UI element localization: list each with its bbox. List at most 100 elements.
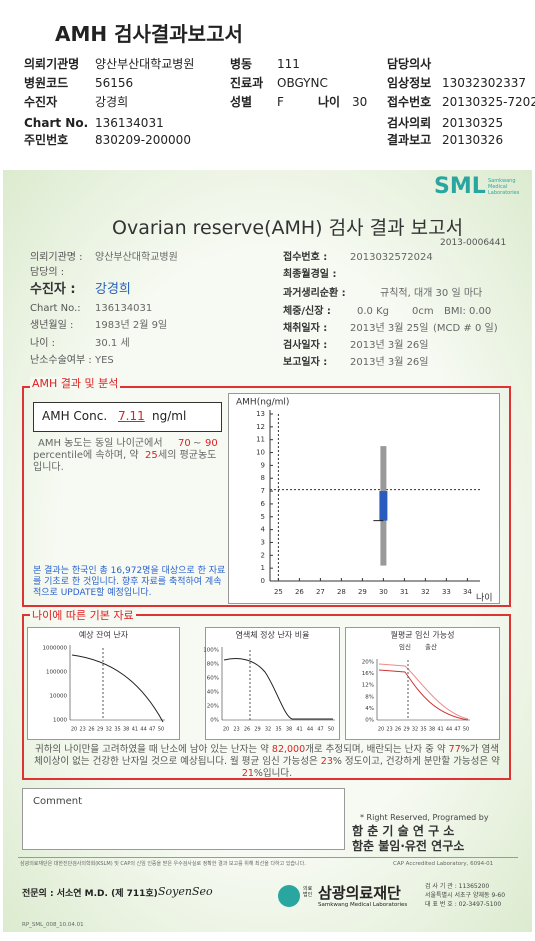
label: 수진자 : — [30, 282, 76, 297]
label: 의뢰기관명 : — [30, 252, 83, 263]
label: 과거생리순환 : — [283, 288, 346, 299]
x-tick-label: 44 — [307, 727, 313, 733]
label: 접수번호 : — [283, 252, 328, 263]
axis-label: 나이 — [476, 593, 493, 604]
y-tick-label: 100% — [203, 648, 219, 654]
label: 주민번호 — [24, 133, 69, 147]
label: 임상정보 — [387, 76, 432, 90]
x-tick-label: 31 — [400, 588, 409, 596]
y-tick-label: 8 — [261, 474, 265, 482]
x-tick-label: 47 — [454, 727, 460, 733]
value: 13032302337 — [442, 76, 526, 90]
x-tick-label: 23 — [386, 727, 392, 733]
org-en: Samkwang Medical Laboratories — [318, 902, 408, 908]
value: 2013년 3월 26일 — [350, 357, 429, 368]
x-tick-label: 29 — [358, 588, 367, 596]
divider — [18, 857, 518, 858]
value: 2013년 3월 25일 — [350, 323, 429, 334]
y-tick-label: 11 — [256, 436, 265, 444]
mini-chart-frame — [345, 627, 500, 740]
y-tick-label: 100000 — [46, 670, 67, 676]
value: 1983년 2월 9일 — [95, 320, 168, 331]
signature: SoyenSeo — [158, 885, 213, 898]
value: 56156 — [95, 76, 134, 90]
x-tick-label: 41 — [296, 727, 302, 733]
contact: 대 표 번 호 : 02-3497-5100 — [425, 901, 502, 908]
y-tick-label: 9 — [261, 461, 265, 469]
header-title: AMH 검사결과보고서 — [55, 22, 243, 46]
y-tick-label: 0% — [365, 718, 374, 724]
axis-label: AMH(ng/ml) — [236, 398, 289, 408]
x-tick-label: 23 — [233, 727, 239, 733]
summary-text: %입니다. — [253, 768, 293, 779]
x-tick-label: 23 — [80, 727, 86, 733]
x-tick-label: 32 — [265, 727, 271, 733]
desc: ~ — [193, 438, 202, 449]
label: 의뢰기관명 — [24, 57, 80, 71]
label: 결과보고 — [387, 133, 432, 147]
mini-chart-frame — [27, 627, 180, 740]
mini-chart-title: 염색체 정상 난자 비율 — [236, 630, 310, 640]
curve — [378, 663, 469, 720]
x-tick-label: 20 — [378, 727, 384, 733]
legend-label: 임신 — [399, 642, 411, 651]
x-tick-label: 26 — [88, 727, 94, 733]
label: 난소수술여부 : — [30, 355, 92, 366]
curve — [223, 658, 333, 720]
y-tick-label: 8% — [365, 694, 374, 700]
x-tick-label: 26 — [244, 727, 250, 733]
label: 담당의사 — [387, 57, 432, 71]
x-tick-label: 32 — [106, 727, 112, 733]
mini-chart-title: 월평균 임신 가능성 — [391, 630, 455, 640]
contact: 검 사 기 관 : 11365200 — [425, 883, 490, 890]
credit: 함 춘 기 술 연 구 소 — [352, 824, 455, 838]
x-tick-label: 38 — [429, 727, 435, 733]
summary-text: 개로 추정되며, 배란되는 난자 중 약 — [305, 744, 449, 755]
amh-section — [22, 386, 511, 607]
comment-label: Comment — [33, 796, 82, 807]
x-tick-label: 27 — [316, 588, 325, 596]
value: BMI: 0.00 — [444, 306, 492, 317]
label: Chart No. — [24, 116, 89, 130]
x-tick-label: 47 — [149, 727, 155, 733]
summary-text: %가 염색체이상이 없는 건강한 난자일 것으로 예상됩니다. 월 평균 임신 … — [34, 744, 500, 767]
label: Chart No.: — [30, 303, 81, 314]
summary: 귀하의 나이만을 고려하였을 때 난소에 남아 있는 난자는 약 82,000개… — [32, 744, 502, 780]
y-tick-label: 6 — [261, 500, 266, 508]
y-tick-label: 7 — [261, 487, 265, 495]
logo-sub: Samkwang — [488, 178, 516, 184]
value: 양산부산대학교병원 — [95, 252, 178, 263]
y-tick-label: 1000000 — [43, 646, 68, 652]
x-tick-label: 50 — [328, 727, 334, 733]
y-tick-label: 1 — [261, 564, 265, 572]
y-tick-label: 3 — [261, 538, 265, 546]
summary-text: 귀하의 나이만을 고려하였을 때 난소에 남아 있는 난자는 약 — [34, 744, 272, 755]
note: 본 결과는 한국인 총 16,972명을 대상으로 한 자료를 기초로 한 것입… — [33, 566, 226, 598]
curve — [71, 654, 164, 723]
y-tick-label: 10000 — [50, 694, 68, 700]
summary-text: % 정도이고, 건강하게 분만할 가능성은 약 — [332, 756, 500, 767]
value: 2013032572024 — [350, 252, 433, 263]
value: 20130326 — [442, 133, 504, 147]
mini-chart-frame — [205, 627, 340, 740]
value: 20130325-72024 — [442, 95, 535, 109]
label: 병원코드 — [24, 76, 69, 90]
value: 30.1 세 — [95, 338, 130, 349]
x-tick-label: 29 — [254, 727, 260, 733]
y-tick-label: 10 — [256, 449, 265, 457]
report-number: 2013-0006441 — [440, 238, 507, 248]
label: 성별 — [230, 95, 253, 109]
comment-box — [22, 788, 345, 850]
y-tick-label: 60% — [207, 676, 219, 682]
label: 체중/신장 : — [283, 306, 331, 317]
label: 병동 — [230, 57, 253, 71]
x-tick-label: 32 — [412, 727, 418, 733]
desc: percentile에 속하며, 약 — [33, 450, 139, 461]
x-tick-label: 29 — [97, 727, 103, 733]
org: 삼광의료재단 — [318, 884, 401, 902]
x-tick-label: 38 — [286, 727, 292, 733]
y-tick-label: 20% — [362, 660, 374, 666]
y-tick-label: 80% — [207, 662, 219, 668]
